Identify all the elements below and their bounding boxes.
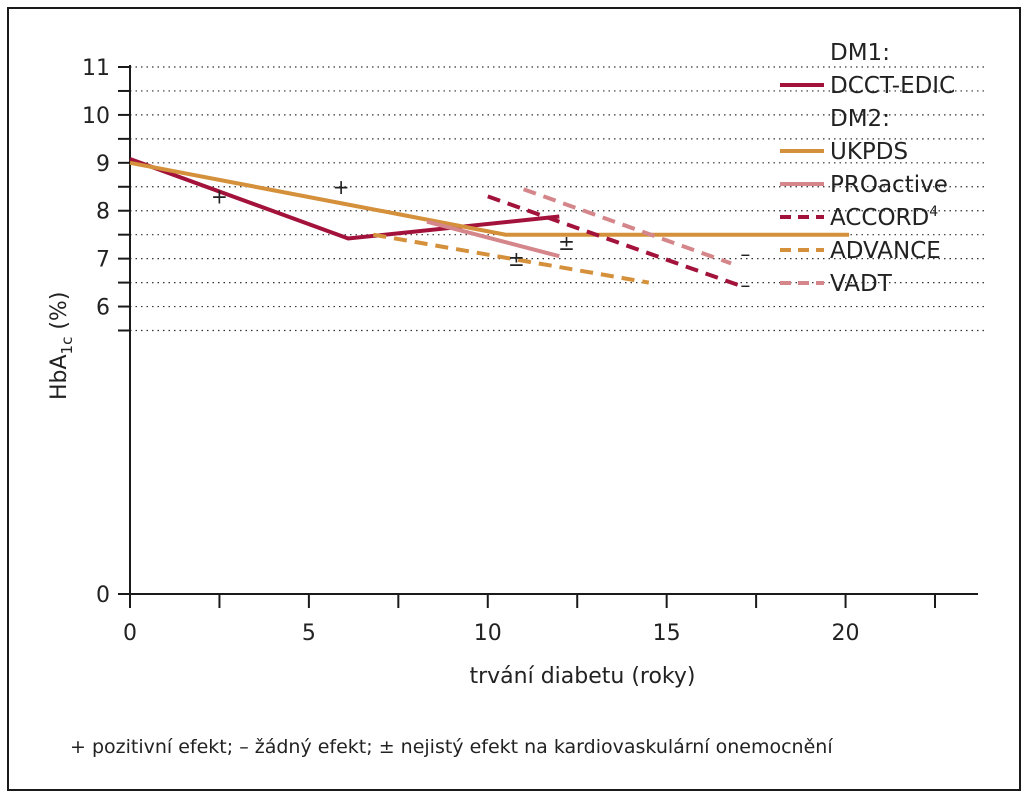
annotation-mark: – bbox=[740, 273, 750, 297]
y-tick-label: 0 bbox=[96, 583, 110, 608]
legend-label: PROactive bbox=[830, 172, 948, 198]
x-tick-label: 5 bbox=[302, 621, 316, 646]
y-tick-label: 11 bbox=[82, 56, 110, 81]
annotation-mark: ± bbox=[508, 247, 525, 271]
series-line-proactive bbox=[426, 219, 560, 259]
annotation-mark: – bbox=[740, 242, 750, 266]
y-tick-label: 8 bbox=[96, 200, 110, 225]
y-tick-label: 10 bbox=[82, 104, 110, 129]
y-tick-label: 7 bbox=[96, 248, 110, 273]
x-tick-label: 20 bbox=[832, 621, 860, 646]
legend-header: DM2: bbox=[830, 106, 890, 132]
series-line-ukpds bbox=[129, 160, 850, 237]
legend-label: ADVANCE bbox=[830, 238, 941, 264]
legend-label: VADT bbox=[830, 271, 893, 297]
legend-label: DCCT-EDIC bbox=[830, 73, 955, 99]
footnote: + pozitivní efekt; – žádný efekt; ± neji… bbox=[70, 736, 833, 758]
y-axis-label: HbA1c (%) bbox=[47, 292, 76, 400]
legend-label: UKPDS bbox=[830, 139, 908, 165]
annotation-mark: ± bbox=[558, 231, 575, 255]
y-tick-label: 6 bbox=[96, 296, 110, 321]
series-line-accord bbox=[487, 194, 739, 287]
x-tick-label: 15 bbox=[653, 621, 681, 646]
series-line-vadt bbox=[522, 187, 732, 266]
y-tick-label: 9 bbox=[96, 152, 110, 177]
figure-frame bbox=[7, 7, 1021, 791]
legend-header: DM1: bbox=[830, 40, 890, 66]
x-tick-label: 0 bbox=[123, 621, 137, 646]
annotation-mark: + bbox=[333, 175, 350, 199]
annotation-mark: + bbox=[211, 185, 228, 209]
series-line-dcct-edic bbox=[129, 157, 560, 241]
legend-label: ACCORD4 bbox=[830, 204, 938, 231]
x-tick-label: 10 bbox=[474, 621, 502, 646]
x-axis-label: trvání diabetu (roky) bbox=[469, 664, 695, 689]
series-line-advance bbox=[372, 232, 650, 285]
